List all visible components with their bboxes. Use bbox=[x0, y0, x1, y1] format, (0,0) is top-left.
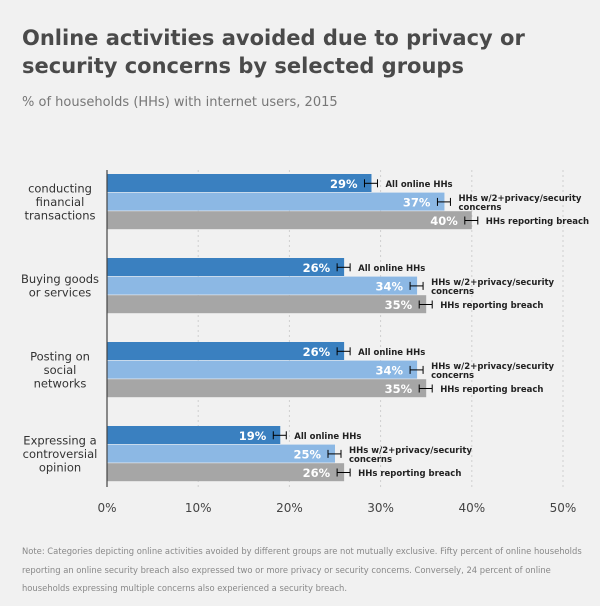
series-label: HHs w/2+privacy/security bbox=[349, 446, 472, 456]
series-label: All online HHs bbox=[385, 180, 452, 190]
category-label: conducting bbox=[28, 181, 92, 195]
category-label: controversial bbox=[23, 447, 98, 461]
bar bbox=[107, 295, 427, 314]
value-label: 35% bbox=[385, 382, 413, 396]
bar bbox=[107, 426, 281, 444]
bar bbox=[107, 276, 418, 295]
value-label: 26% bbox=[303, 261, 331, 275]
chart-subtitle: % of households (HHs) with internet user… bbox=[22, 95, 338, 110]
value-label: 26% bbox=[303, 466, 331, 480]
bar bbox=[107, 342, 345, 360]
chart-note: Note: Categories depicting online activi… bbox=[22, 546, 582, 593]
x-tick-label: 30% bbox=[367, 501, 394, 515]
value-label: 40% bbox=[430, 214, 458, 228]
series-label: All online HHs bbox=[294, 432, 361, 442]
value-label: 34% bbox=[376, 363, 404, 377]
category-label: financial bbox=[36, 195, 85, 209]
x-tick-label: 40% bbox=[458, 501, 485, 515]
x-tick-label: 10% bbox=[185, 501, 212, 515]
bar bbox=[107, 192, 445, 211]
bar bbox=[107, 258, 345, 276]
category-label: or services bbox=[29, 286, 92, 300]
series-label: All online HHs bbox=[358, 264, 425, 274]
bar bbox=[107, 379, 427, 398]
bar bbox=[107, 444, 335, 463]
value-label: 37% bbox=[403, 195, 431, 209]
series-label: HHs reporting breach bbox=[440, 385, 543, 395]
series-label: HHs reporting breach bbox=[440, 301, 543, 311]
value-label: 25% bbox=[293, 447, 321, 461]
series-label: concerns bbox=[458, 203, 501, 213]
series-label: HHs w/2+privacy/security bbox=[431, 278, 554, 288]
bar bbox=[107, 463, 345, 482]
series-label: concerns bbox=[431, 371, 474, 381]
x-tick-label: 20% bbox=[276, 501, 303, 515]
series-label: concerns bbox=[349, 455, 392, 465]
series-label: HHs w/2+privacy/security bbox=[431, 362, 554, 372]
value-label: 26% bbox=[303, 345, 331, 359]
category-label: opinion bbox=[39, 460, 81, 474]
bar bbox=[107, 174, 372, 192]
value-label: 29% bbox=[330, 177, 358, 191]
series-label: HHs reporting breach bbox=[358, 469, 461, 479]
bar bbox=[107, 360, 418, 379]
category-label: Posting on bbox=[30, 349, 90, 363]
series-label: concerns bbox=[431, 287, 474, 297]
chart-title: Online activities avoided due to privacy… bbox=[22, 26, 525, 78]
category-label: Buying goods bbox=[21, 272, 99, 286]
x-tick-label: 50% bbox=[550, 501, 577, 515]
category-label: Expressing a bbox=[23, 433, 96, 447]
series-label: All online HHs bbox=[358, 348, 425, 358]
value-label: 19% bbox=[239, 429, 267, 443]
category-label: transactions bbox=[25, 208, 96, 222]
category-label: social bbox=[44, 363, 77, 377]
value-label: 34% bbox=[376, 279, 404, 293]
series-label: HHs reporting breach bbox=[486, 217, 589, 227]
value-label: 35% bbox=[385, 298, 413, 312]
series-label: HHs w/2+privacy/security bbox=[458, 194, 581, 204]
x-tick-label: 0% bbox=[97, 501, 116, 515]
category-label: networks bbox=[34, 376, 87, 390]
bar bbox=[107, 211, 472, 230]
